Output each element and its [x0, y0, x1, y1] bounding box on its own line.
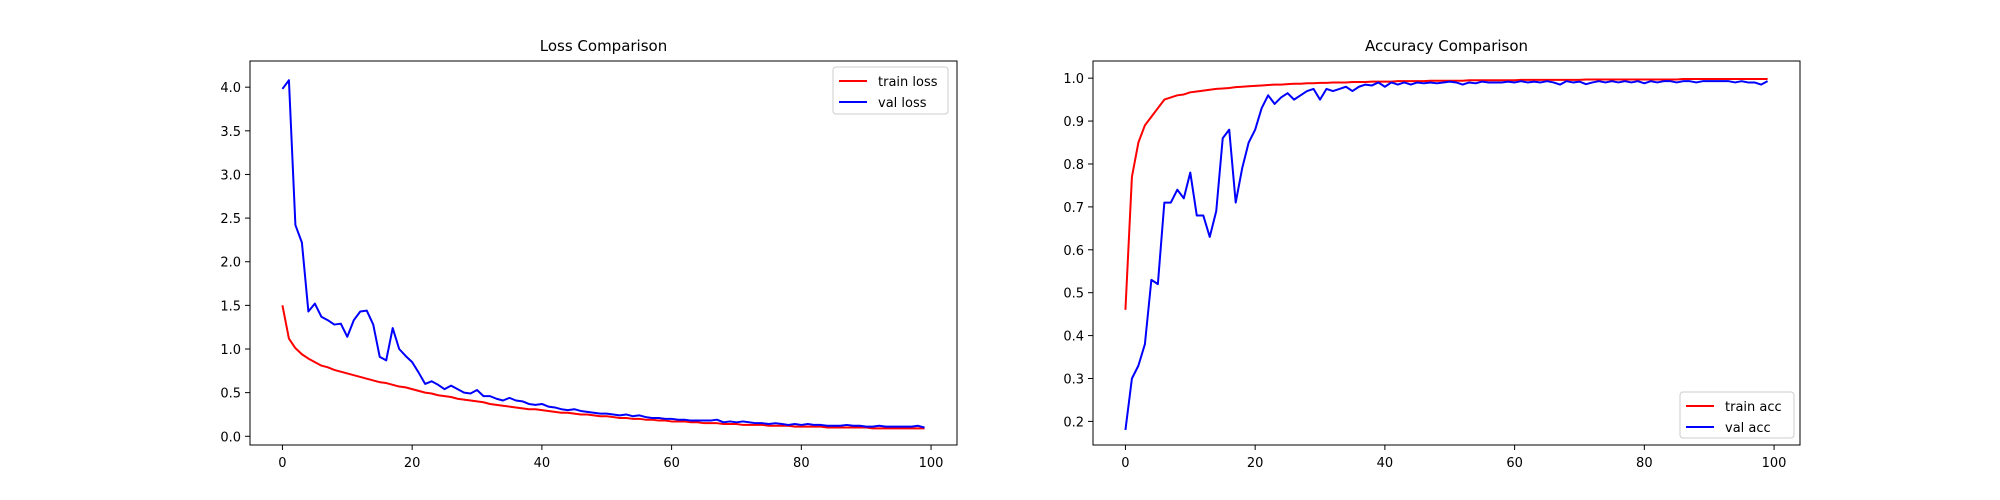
- legend-label: val acc: [1725, 421, 1771, 436]
- y-tick-label: 0.7: [1063, 201, 1084, 216]
- y-tick-label: 2.5: [220, 212, 241, 227]
- series-line-train-acc: [1124, 78, 1768, 310]
- loss-chart: Loss Comparison 0 20 40 60 80 100 0.0 0.5 1.0 1.5 2…: [220, 37, 958, 471]
- legend: train loss val loss: [832, 66, 949, 115]
- y-tick-label: 0.0: [220, 430, 241, 445]
- series-line-val-loss: [281, 79, 925, 429]
- accuracy-chart: Accuracy Comparison 0 20 40 60 80 100 0.2 0.3 0.4…: [1063, 37, 1801, 471]
- x-tick-label: 80: [793, 456, 810, 471]
- y-tick-label: 1.5: [220, 299, 241, 314]
- x-tick-label: 0: [1121, 456, 1129, 471]
- legend-label: train loss: [878, 75, 938, 90]
- x-tick-label: 80: [1636, 456, 1653, 471]
- chart-title: Loss Comparison: [540, 37, 667, 55]
- y-tick-label: 1.0: [1063, 72, 1084, 87]
- x-tick-label: 40: [1377, 456, 1394, 471]
- x-tick-label: 40: [534, 456, 551, 471]
- x-tick-label: 20: [404, 456, 421, 471]
- series-line-train-loss: [281, 305, 925, 430]
- legend-label: val loss: [878, 96, 927, 111]
- x-tick-label: 60: [663, 456, 680, 471]
- y-tick-label: 0.4: [1063, 330, 1084, 345]
- legend-label: train acc: [1725, 400, 1782, 415]
- y-tick-label: 3.5: [220, 125, 241, 140]
- y-tick-label: 4.0: [220, 81, 241, 96]
- x-tick-label: 0: [278, 456, 286, 471]
- x-tick-label: 100: [1762, 456, 1787, 471]
- y-tick-label: 3.0: [220, 168, 241, 183]
- y-tick-label: 0.5: [1063, 287, 1084, 302]
- y-tick-label: 0.5: [220, 387, 241, 402]
- y-tick-label: 1.0: [220, 343, 241, 358]
- x-tick-label: 60: [1506, 456, 1523, 471]
- y-tick-label: 0.8: [1063, 158, 1084, 173]
- series-line-val-acc: [1124, 80, 1769, 431]
- plot-frame: [249, 60, 958, 446]
- y-tick-label: 0.3: [1063, 372, 1084, 387]
- y-tick-label: 0.6: [1063, 244, 1084, 259]
- y-tick-label: 0.2: [1063, 415, 1084, 430]
- y-tick-label: 2.0: [220, 256, 241, 271]
- x-tick-label: 20: [1247, 456, 1264, 471]
- plot-frame: [1092, 60, 1801, 446]
- chart-title: Accuracy Comparison: [1365, 37, 1528, 55]
- y-tick-label: 0.9: [1063, 115, 1084, 130]
- legend: train acc val acc: [1679, 391, 1795, 439]
- x-tick-label: 100: [919, 456, 944, 471]
